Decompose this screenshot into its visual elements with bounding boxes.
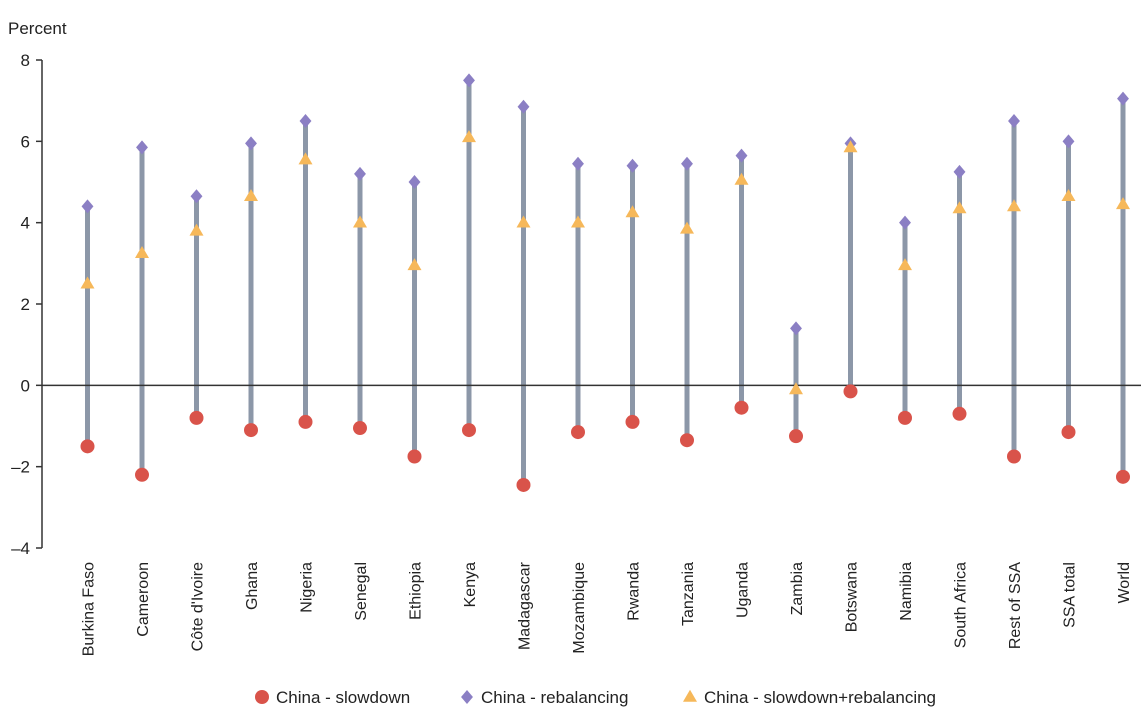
legend-triangle-icon xyxy=(683,689,697,702)
category-label: SSA total xyxy=(1062,562,1079,628)
y-axis-unit-label: Percent xyxy=(8,19,67,38)
slowdown-rebalancing-point xyxy=(625,205,640,218)
markers xyxy=(80,73,1130,492)
rebalancing-point xyxy=(572,156,584,171)
y-tick-label: 8 xyxy=(21,51,30,70)
category-label: Botswana xyxy=(844,562,861,632)
legend-circle-icon xyxy=(255,690,269,704)
slowdown-rebalancing-point xyxy=(462,130,476,143)
slowdown-point xyxy=(135,467,149,482)
category-label: Mozambique xyxy=(571,562,588,654)
category-label: Kenya xyxy=(462,562,479,607)
y-tick-label: 4 xyxy=(21,214,30,233)
rebalancing-point xyxy=(790,321,802,336)
slowdown-point xyxy=(898,410,912,425)
slowdown-rebalancing-point xyxy=(135,245,149,258)
legend-label: China - slowdown xyxy=(276,688,410,707)
slowdown-rebalancing-point xyxy=(952,201,967,214)
slowdown-point xyxy=(571,425,585,440)
y-tick-label: –4 xyxy=(11,539,30,558)
category-label: Tanzania xyxy=(680,562,697,626)
rebalancing-point xyxy=(899,215,911,230)
category-label: Nigeria xyxy=(299,562,316,613)
range-lines xyxy=(85,80,1126,485)
slowdown-rebalancing-point xyxy=(244,189,258,202)
rebalancing-point xyxy=(245,136,257,151)
category-label: World xyxy=(1116,562,1133,604)
slowdown-point xyxy=(462,423,476,438)
category-label: Rwanda xyxy=(626,562,643,621)
rebalancing-point xyxy=(626,158,639,173)
slowdown-point xyxy=(625,414,640,429)
category-label: Uganda xyxy=(735,562,752,618)
rebalancing-point xyxy=(1117,91,1129,106)
slowdown-point xyxy=(244,423,258,438)
rebalancing-point xyxy=(463,73,475,88)
slowdown-rebalancing-point xyxy=(407,258,422,271)
slowdown-point xyxy=(789,429,803,444)
category-label: Rest of SSA xyxy=(1007,562,1024,649)
slowdown-rebalancing-point xyxy=(516,215,531,228)
category-label: Madagascar xyxy=(517,561,534,650)
slowdown-point xyxy=(1116,469,1130,484)
legend: China - slowdown China - rebalancing China… xyxy=(255,688,936,707)
y-tick-label: –2 xyxy=(11,458,30,477)
category-label: South Africa xyxy=(953,562,970,648)
category-label: Namibia xyxy=(898,562,915,621)
rebalancing-point xyxy=(681,156,693,171)
slowdown-point xyxy=(516,477,531,492)
rebalancing-point xyxy=(408,175,421,189)
legend-label: China - rebalancing xyxy=(481,688,628,707)
rebalancing-point xyxy=(735,148,748,163)
labels: –4 –2 0 2 4 6 8 Percent Burkina Faso Cameroon Côte… xyxy=(8,19,1133,656)
slowdown-rebalancing-point xyxy=(189,223,204,236)
slowdown-rebalancing-point xyxy=(1061,189,1076,202)
category-label: Burkina Faso xyxy=(81,562,98,656)
category-label: Ghana xyxy=(244,562,261,610)
y-tick-label: 6 xyxy=(21,132,30,151)
slowdown-point xyxy=(1007,449,1021,464)
category-label: Senegal xyxy=(353,562,370,621)
y-tick-label: 2 xyxy=(21,295,30,314)
slowdown-point xyxy=(189,410,204,425)
slowdown-point xyxy=(80,439,95,454)
rebalancing-point xyxy=(136,140,148,155)
rebalancing-point xyxy=(1062,134,1075,149)
slowdown-rebalancing-point xyxy=(898,258,912,271)
rebalancing-point xyxy=(354,166,366,181)
slowdown-point xyxy=(298,414,313,429)
slowdown-point xyxy=(680,433,694,448)
slowdown-point xyxy=(1061,425,1076,440)
slowdown-point xyxy=(843,384,858,399)
rebalancing-point xyxy=(1008,114,1020,128)
legend-diamond-icon xyxy=(461,690,473,704)
slowdown-rebalancing-point xyxy=(680,221,694,234)
slowdown-rebalancing-point xyxy=(298,152,313,165)
slowdown-rebalancing-point xyxy=(789,382,803,395)
slowdown-rebalancing-point xyxy=(1007,199,1021,212)
y-tick-label: 0 xyxy=(21,376,30,395)
slowdown-rebalancing-point xyxy=(80,276,95,289)
slowdown-point xyxy=(353,421,367,436)
slowdown-point xyxy=(734,400,749,415)
rebalancing-point xyxy=(953,164,966,179)
slowdown-rebalancing-point xyxy=(353,215,367,228)
category-label: Zambia xyxy=(789,562,806,615)
category-label: Cameroon xyxy=(135,562,152,637)
slowdown-rebalancing-point xyxy=(571,215,585,228)
category-label: Ethiopia xyxy=(408,562,425,620)
rebalancing-point xyxy=(517,99,530,114)
slowdown-point xyxy=(952,406,967,421)
slowdown-rebalancing-point xyxy=(1116,197,1130,210)
axes xyxy=(36,59,1141,549)
legend-label: China - slowdown+rebalancing xyxy=(704,688,936,707)
slowdown-rebalancing-point xyxy=(843,140,858,153)
rebalancing-point xyxy=(299,114,312,128)
rebalancing-point xyxy=(190,189,203,204)
rebalancing-point xyxy=(81,199,94,214)
slowdown-rebalancing-point xyxy=(734,172,749,185)
category-label: Côte d'Ivoire xyxy=(190,562,207,651)
slowdown-point xyxy=(407,449,422,464)
